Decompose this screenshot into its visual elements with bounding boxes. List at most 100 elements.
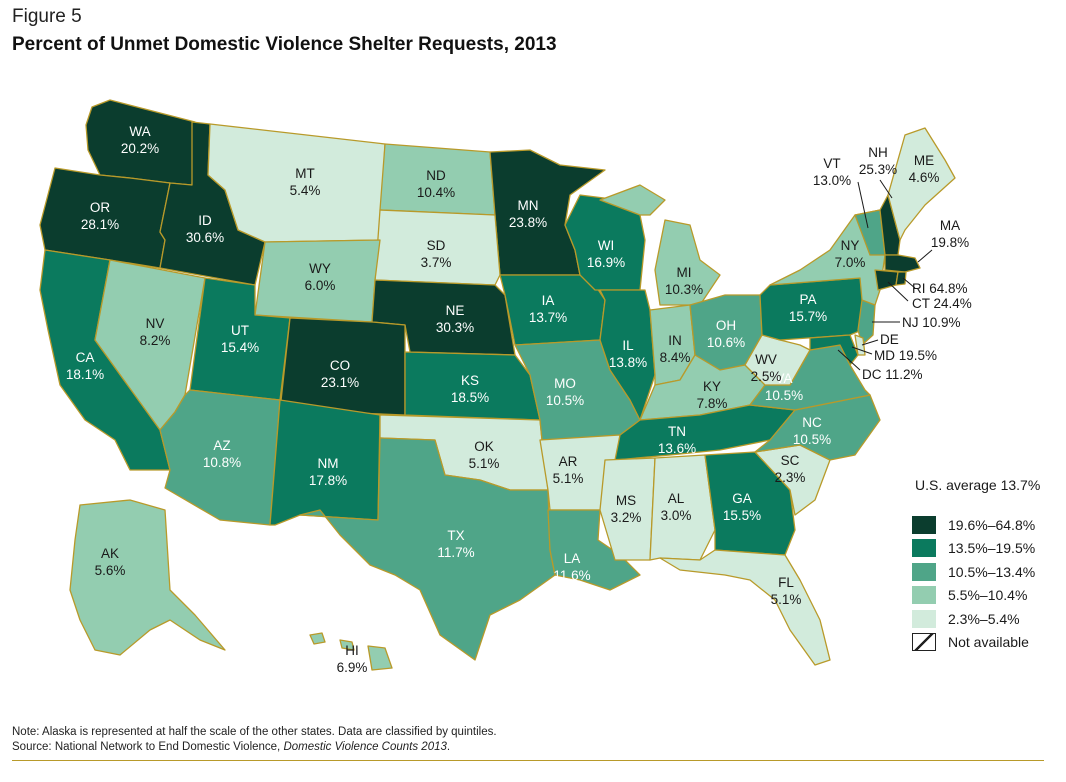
state-label-ks: KS [461,373,479,388]
state-labels: WA 20.2% OR 28.1% ID 30.6% MT 5.4% ND 10.4% MN 23.8… [66,124,969,675]
state-label-nv: NV [146,316,165,331]
state-value-ga: 15.5% [723,508,761,523]
state-hi[interactable] [309,632,393,671]
state-me[interactable] [887,127,956,241]
state-value-vt: 13.0% [813,173,851,188]
legend-item: 2.3%–5.4% [912,607,1035,631]
state-tx[interactable] [299,437,556,661]
callout-ct: CT 24.4% [912,296,972,311]
state-value-va: 10.5% [765,388,803,403]
state-value-mo: 10.5% [546,393,584,408]
state-value-az: 10.8% [203,455,241,470]
legend-label: 2.3%–5.4% [948,610,1020,627]
leader-ri [902,277,916,289]
state-label-va: VA [775,371,792,386]
state-mi[interactable] [599,184,721,306]
state-value-wa: 20.2% [121,141,159,156]
state-nc[interactable] [754,394,881,461]
state-value-ma: 19.8% [931,235,969,250]
legend-swatch [912,539,936,558]
state-value-nv: 8.2% [140,333,171,348]
state-il[interactable] [599,289,656,421]
callout-ri: RI 64.8% [912,281,968,296]
leader-md [851,346,873,355]
state-value-wi: 16.9% [587,255,625,270]
legend-item: 13.5%–19.5% [912,537,1035,561]
state-value-in: 8.4% [660,350,691,365]
state-value-ar: 5.1% [553,471,584,486]
state-label-oh: OH [716,318,736,333]
legend-swatch [912,515,936,534]
figure-label: Figure 5 [12,6,82,27]
state-label-tn: TN [668,424,686,439]
callout-de: DE [880,332,899,347]
state-ct[interactable] [874,269,899,291]
legend-label: 10.5%–13.4% [948,563,1036,580]
state-value-wy: 6.0% [305,278,336,293]
state-label-or: OR [90,200,111,215]
leader-de [861,339,879,346]
state-value-ak: 5.6% [95,563,126,578]
leader-ma [917,249,933,263]
state-label-ak: AK [101,546,119,561]
state-label-wa: WA [129,124,150,139]
state-label-nh: NH [868,145,888,160]
state-nh[interactable] [879,194,901,256]
state-label-la: LA [564,551,581,566]
state-value-ny: 7.0% [835,255,866,270]
state-value-nc: 10.5% [793,432,831,447]
legend-label: 5.5%–10.4% [948,587,1028,604]
state-value-tx: 11.7% [437,545,474,560]
state-ri[interactable] [895,271,907,286]
state-value-or: 28.1% [81,217,119,232]
state-label-az: AZ [213,438,230,453]
callout-md: MD 19.5% [874,348,937,363]
leader-dc [837,349,861,371]
state-label-il: IL [622,338,634,353]
state-label-co: CO [330,358,350,373]
state-ms[interactable] [599,457,656,561]
bottom-rule [12,760,1044,761]
state-label-me: ME [914,153,934,168]
state-value-co: 23.1% [321,375,359,390]
leader-ct [887,281,909,302]
state-label-id: ID [198,213,212,228]
state-value-wv: 2.5% [751,369,782,384]
state-value-nd: 10.4% [417,185,455,200]
state-wi[interactable] [564,194,646,291]
state-label-pa: PA [799,292,816,307]
source-title: Domestic Violence Counts 2013 [283,741,447,753]
legend-title: U.S. average 13.7% [915,477,1041,493]
legend-swatch [912,562,936,581]
state-value-pa: 15.7% [789,309,827,324]
state-label-nd: ND [426,168,446,183]
callout-dc: DC 11.2% [862,367,923,382]
legend-item: 19.6%–64.8% [912,513,1035,537]
state-label-ms: MS [616,493,636,508]
state-label-al: AL [668,491,685,506]
state-label-ny: NY [841,238,860,253]
state-label-ky: KY [703,379,721,394]
state-value-ut: 15.4% [221,340,259,355]
state-label-ut: UT [231,323,249,338]
source-prefix: Source: National Network to End Domestic… [12,741,284,753]
state-az[interactable] [159,389,281,526]
state-label-mi: MI [677,265,692,280]
state-label-nm: NM [318,456,339,471]
legend-label-not-available: Not available [948,634,1029,651]
state-label-tx: TX [447,528,464,543]
state-md[interactable] [809,334,859,366]
state-label-sc: SC [781,453,800,468]
state-label-ok: OK [474,439,494,454]
state-label-mn: MN [518,198,539,213]
state-value-ia: 13.7% [529,310,567,325]
state-label-nc: NC [802,415,822,430]
state-wv[interactable] [744,334,811,386]
state-ak[interactable] [69,499,226,656]
state-la[interactable] [547,509,641,591]
legend: 19.6%–64.8% 13.5%–19.5% 10.5%–13.4% 5.5%… [912,513,1035,654]
state-fl[interactable] [659,549,831,666]
callout-nj: NJ 10.9% [902,315,961,330]
state-value-al: 3.0% [661,508,692,523]
state-ma[interactable] [884,254,921,273]
